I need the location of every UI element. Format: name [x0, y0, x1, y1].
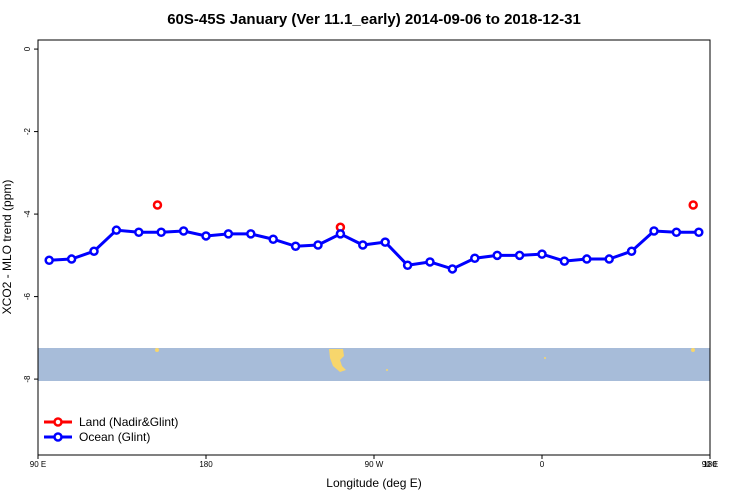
x-tick-label: 90 E	[702, 460, 718, 469]
land-shape	[155, 348, 159, 352]
land-shape	[691, 348, 695, 352]
data-point	[156, 227, 166, 237]
data-point	[358, 240, 368, 250]
plot-frame	[37, 39, 711, 456]
data-point	[313, 240, 323, 250]
x-axis-label: Longitude (deg E)	[326, 476, 421, 490]
chart-title: 60S-45S January (Ver 11.1_early) 2014-09…	[167, 11, 581, 28]
x-tick-label: 90 W	[365, 460, 384, 469]
land-shape	[544, 357, 546, 359]
data-point	[425, 257, 435, 267]
land-shape	[386, 369, 388, 371]
x-tick-label: 0	[540, 460, 545, 469]
data-point	[514, 250, 525, 261]
y-tick-label: -8	[23, 375, 32, 383]
data-point	[470, 253, 480, 263]
y-tick-label: -6	[23, 292, 32, 300]
land-shape	[329, 349, 346, 372]
data-point	[492, 250, 502, 261]
legend-marker	[53, 417, 63, 427]
data-point	[402, 260, 413, 270]
y-tick-label: -2	[23, 127, 32, 135]
series	[44, 225, 704, 274]
y-tick-label: -4	[23, 210, 32, 218]
data-point	[626, 246, 637, 256]
data-point	[111, 225, 122, 235]
map-strip	[38, 348, 710, 381]
y-axis-label: XCO2 - MLO trend (ppm)	[0, 180, 14, 315]
data-point	[559, 256, 570, 266]
series	[152, 200, 698, 233]
legend: Land (Nadir&Glint)Ocean (Glint)	[44, 415, 178, 444]
data-point	[89, 246, 99, 256]
data-point	[537, 249, 547, 259]
legend-label: Ocean (Glint)	[79, 430, 150, 444]
series-line	[49, 228, 699, 271]
legend-label: Land (Nadir&Glint)	[79, 415, 178, 429]
ocean-band	[38, 348, 710, 381]
x-tick-label: 180	[703, 460, 717, 469]
x-tick-label: 90 E	[30, 460, 46, 469]
data-point	[671, 227, 682, 237]
data-point	[223, 229, 234, 239]
data-point	[268, 234, 278, 244]
data-point	[44, 255, 54, 266]
data-point	[152, 200, 163, 210]
data-point	[447, 264, 458, 274]
data-point	[66, 254, 77, 264]
data-point	[604, 254, 614, 264]
data-point	[290, 241, 301, 252]
data-point	[178, 226, 189, 236]
data-point	[380, 237, 390, 247]
data-point	[246, 229, 256, 239]
x-tick-label: 180	[199, 460, 213, 469]
data-point	[134, 227, 144, 237]
data-point	[201, 231, 211, 241]
data-point	[694, 227, 704, 237]
data-point	[582, 254, 592, 264]
y-tick-label: 0	[23, 46, 32, 51]
data-point	[335, 229, 346, 239]
data-point	[649, 226, 659, 236]
data-point	[688, 200, 698, 210]
legend-marker	[53, 432, 63, 442]
